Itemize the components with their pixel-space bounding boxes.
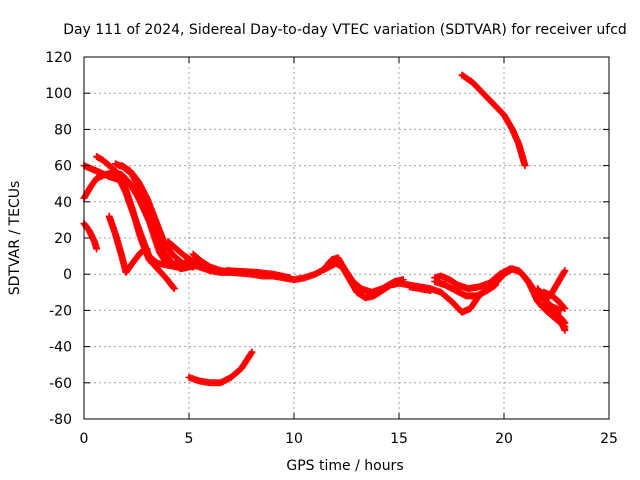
series-track-i <box>164 238 206 271</box>
y-tick-label: -40 <box>49 340 72 356</box>
x-tick-label: 20 <box>495 431 513 447</box>
data-point <box>143 245 151 253</box>
series-track-k <box>223 267 294 282</box>
data-point <box>561 305 569 313</box>
series-track-q <box>534 267 569 304</box>
data-point <box>247 349 255 357</box>
data-point <box>170 285 178 293</box>
x-tick-label: 5 <box>185 431 194 447</box>
x-tick-label: 25 <box>600 431 618 447</box>
data-point <box>521 162 529 170</box>
x-tick-label: 0 <box>80 431 89 447</box>
series-track-h <box>141 198 172 253</box>
y-tick-label: 100 <box>45 86 72 102</box>
y-axis-label: SDTVAR / TECUs <box>7 181 23 296</box>
y-tick-label: -60 <box>49 376 72 392</box>
series-track-g <box>80 220 101 253</box>
series-track-f <box>105 212 151 276</box>
data-point <box>93 245 101 253</box>
data-point <box>560 303 568 311</box>
y-tick-label: 40 <box>54 195 72 211</box>
series-track-o <box>431 277 500 300</box>
data-points <box>80 71 569 387</box>
x-tick-label: 15 <box>390 431 408 447</box>
chart-title: Day 111 of 2024, Sidereal Day-to-day VTE… <box>63 22 627 38</box>
data-point <box>286 274 294 282</box>
data-point <box>248 348 256 356</box>
y-axis-ticks: -80 -60 -40 -20 0 20 40 60 80 100 120 <box>45 50 609 428</box>
y-tick-label: -80 <box>49 412 72 428</box>
series-track-u <box>458 71 529 170</box>
data-point <box>169 283 177 291</box>
data-point <box>427 286 434 294</box>
x-axis-label: GPS time / hours <box>286 458 403 474</box>
y-tick-label: 80 <box>54 122 72 138</box>
y-tick-label: 60 <box>54 159 72 175</box>
y-tick-label: 0 <box>63 267 72 283</box>
y-tick-label: 20 <box>54 231 72 247</box>
data-point <box>164 245 172 253</box>
series-track-a <box>80 162 569 331</box>
data-point <box>399 276 407 284</box>
series-track-s <box>542 299 569 334</box>
x-axis-ticks: 0 5 10 15 20 25 <box>80 57 618 447</box>
series-track-l <box>322 254 407 296</box>
series-track-m <box>406 283 434 294</box>
x-tick-label: 10 <box>285 431 303 447</box>
data-point <box>561 267 569 275</box>
y-tick-label: -20 <box>49 303 72 319</box>
data-point <box>561 326 569 334</box>
data-point <box>492 281 500 289</box>
series-track-c <box>93 153 178 293</box>
y-tick-label: 120 <box>45 50 72 66</box>
series-track-t <box>185 348 256 387</box>
